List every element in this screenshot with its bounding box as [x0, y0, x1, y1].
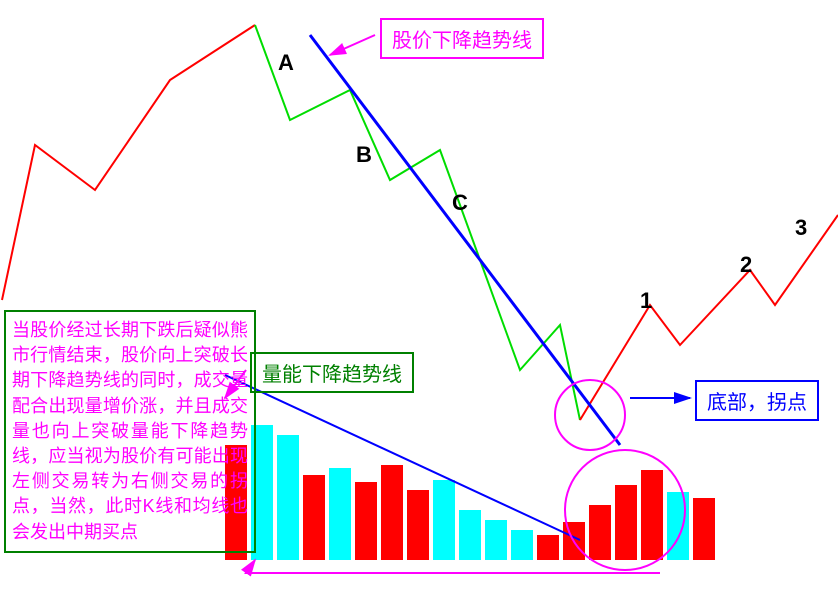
volume-bar: [485, 520, 507, 560]
volume-bar: [589, 505, 611, 560]
label-box-bottom: 底部，拐点: [695, 380, 819, 421]
point-label-2: 2: [740, 252, 752, 278]
volume-bar: [303, 475, 325, 560]
label-box-voltrend: 量能下降趋势线: [250, 352, 414, 393]
volume-bar: [355, 482, 377, 560]
arrow-to-downtrend-label: [330, 35, 375, 55]
volume-bar: [277, 435, 299, 560]
bottom-circle: [555, 380, 625, 450]
volume-bar: [511, 530, 533, 560]
arrow-desc-to-volume: [246, 560, 660, 573]
point-label-b: B: [356, 142, 372, 168]
volume-bar: [381, 465, 403, 560]
volume-bar: [329, 468, 351, 560]
volume-bar: [615, 485, 637, 560]
volume-bar: [433, 480, 455, 560]
volume-bar: [641, 470, 663, 560]
point-label-3: 3: [795, 215, 807, 241]
volume-bar: [407, 490, 429, 560]
point-label-1: 1: [640, 288, 652, 314]
price-line-segment: [2, 25, 255, 300]
description-box: 当股价经过长期下跌后疑似熊市行情结束，股价向上突破长期下降趋势线的同时，成交量配…: [4, 310, 256, 553]
chart-canvas: 1 2 3 A B C 股价下降趋势线量能下降趋势线底部，拐点 当股价经过长期下跌后疑似熊市行…: [0, 0, 838, 600]
point-label-c: C: [452, 190, 468, 216]
volume-bar: [459, 510, 481, 560]
volume-bar: [693, 498, 715, 560]
volume-bar: [537, 535, 559, 560]
label-box-downtrend: 股价下降趋势线: [380, 18, 544, 59]
point-label-a: A: [278, 50, 294, 76]
